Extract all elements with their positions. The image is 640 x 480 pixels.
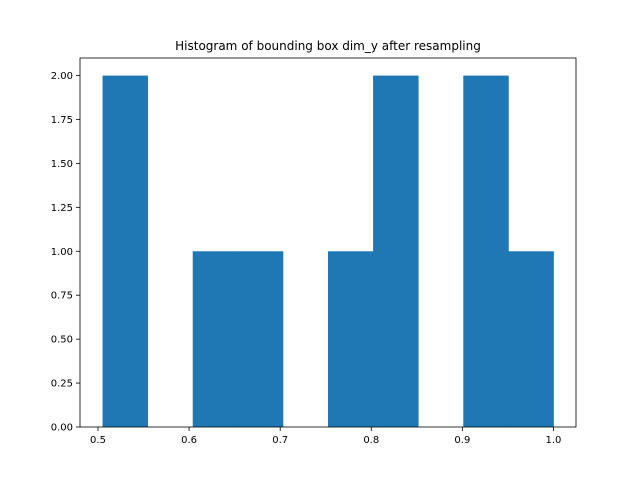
histogram-bar — [373, 75, 419, 428]
x-tick-label: 0.5 — [90, 435, 106, 446]
x-tick-label: 0.9 — [454, 435, 470, 446]
x-axis-ticks: 0.5 0.6 0.7 0.8 0.9 1.0 — [90, 427, 561, 446]
x-tick-label: 0.6 — [181, 435, 197, 446]
y-tick-label: 0.50 — [51, 335, 73, 346]
y-tick-label: 0.25 — [51, 379, 73, 390]
y-tick-label: 1.75 — [51, 115, 73, 126]
y-axis-ticks: 0.00 0.25 0.50 0.75 1.00 1.25 1.50 1.75 2.00 — [51, 71, 80, 434]
y-tick-label: 0.00 — [51, 423, 73, 434]
axes-frame — [79, 57, 577, 428]
x-tick-label: 1.0 — [546, 435, 562, 446]
y-tick-label: 1.00 — [51, 247, 73, 258]
x-tick-label: 0.7 — [272, 435, 288, 446]
histogram-bar — [192, 251, 239, 427]
histogram-bar — [508, 251, 554, 427]
histogram-bar — [328, 251, 374, 427]
plot-frame — [79, 57, 577, 428]
chart-title: Histogram of bounding box dim_y after re… — [175, 39, 481, 53]
y-tick-label: 1.50 — [51, 159, 73, 170]
histogram-bar — [463, 75, 509, 428]
histogram-bar — [102, 75, 149, 428]
y-tick-label: 0.75 — [51, 291, 73, 302]
x-tick-label: 0.8 — [363, 435, 379, 446]
histogram-bar — [237, 251, 284, 427]
y-tick-label: 1.25 — [51, 203, 73, 214]
bars-group — [102, 75, 554, 428]
y-tick-label: 2.00 — [51, 71, 73, 82]
